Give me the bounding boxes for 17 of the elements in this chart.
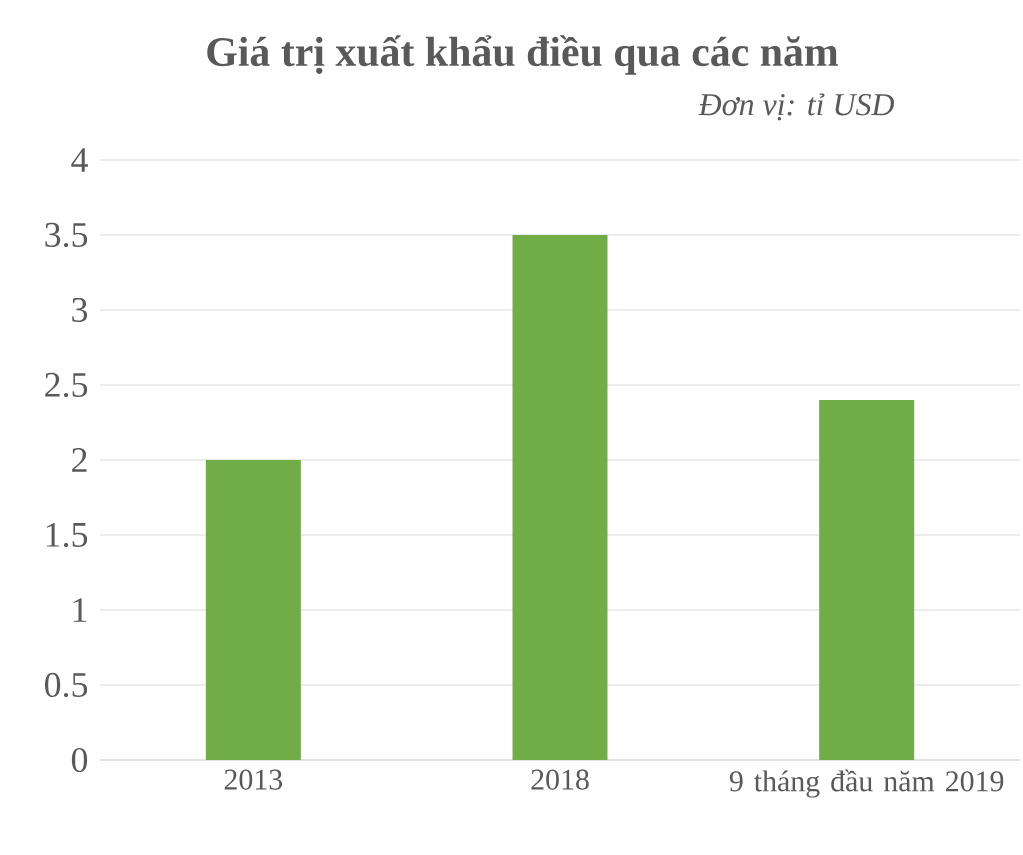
y-tick-label: 0 (71, 747, 88, 773)
y-tick-label: 3 (72, 297, 88, 323)
y-tick-label: 2 (72, 448, 87, 472)
bar (205, 460, 301, 760)
x-tick-label: 2013 (224, 769, 283, 790)
y-tick-label: 3.5 (45, 222, 88, 248)
y-tick-label: 1 (73, 598, 87, 622)
bar (819, 400, 915, 760)
y-tick-label: 1.5 (46, 522, 88, 548)
chart-subtitle: Đơn vị: tỉ USD (698, 93, 895, 121)
bar (512, 235, 608, 760)
y-tick-label: 2.5 (45, 372, 88, 398)
x-tick-label: 9 tháng đầu năm 2019 (729, 769, 1004, 798)
x-tick-label: 2018 (531, 769, 589, 790)
y-tick-label: 0.5 (45, 672, 88, 698)
chart-title: Giá trị xuất khẩu điều qua các năm (207, 35, 839, 75)
y-tick-label: 4 (71, 148, 88, 172)
